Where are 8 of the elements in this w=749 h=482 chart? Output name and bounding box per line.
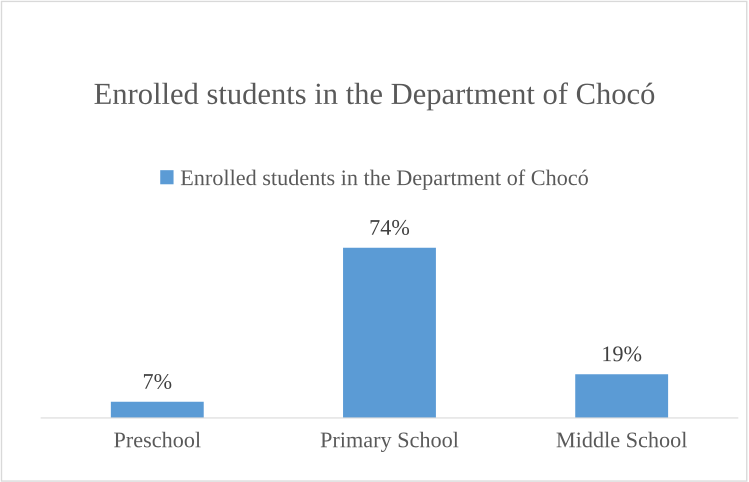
data-label: 7% <box>144 374 172 390</box>
x-tick-label: Preschool <box>114 432 201 448</box>
data-label: 19% <box>603 346 642 362</box>
data-label: 74% <box>370 220 410 235</box>
chart-title: Enrolled students in the Department of Chocó <box>94 82 654 110</box>
legend-label: Enrolled students in the Department of Chocó <box>180 169 588 190</box>
x-tick-label: Primary School <box>320 432 458 452</box>
x-tick-label: Middle School <box>556 432 687 448</box>
